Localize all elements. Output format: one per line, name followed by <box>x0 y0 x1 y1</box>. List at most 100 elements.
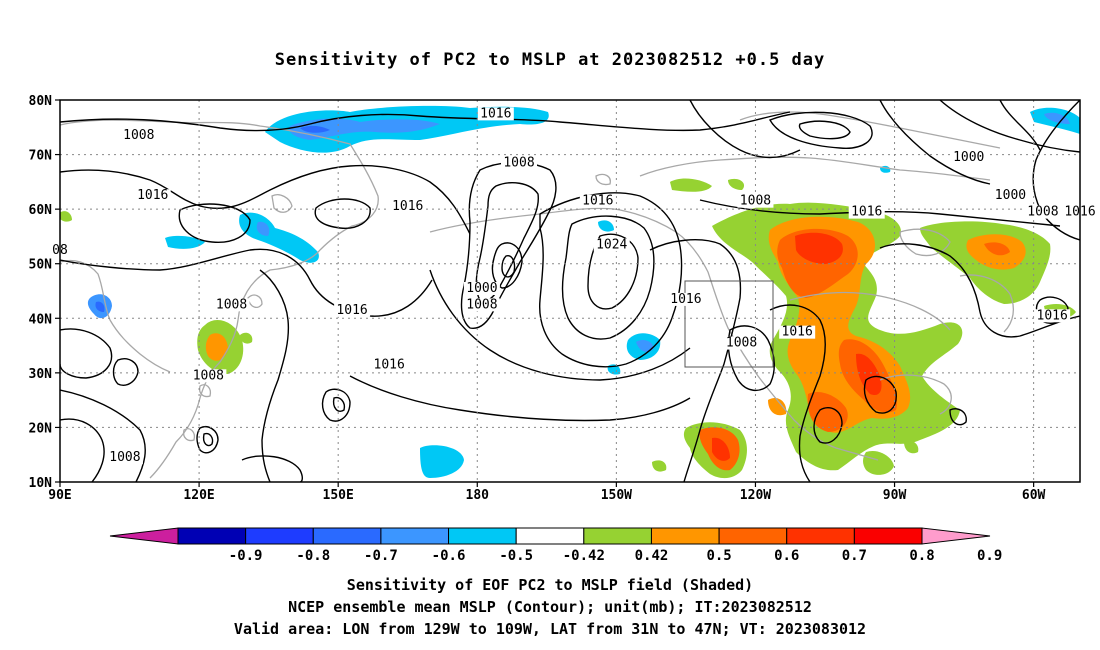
contour-label-bg <box>463 298 500 312</box>
contour-label: 1000 <box>466 281 497 296</box>
contour-label-bg <box>1034 309 1071 323</box>
lon-label: 60W <box>1022 488 1046 503</box>
contour-label: 1024 <box>596 237 627 252</box>
contour-label-bg <box>106 451 143 465</box>
contour-label-bg <box>848 205 885 219</box>
latitude-labels: 10N 20N 30N 40N 50N 60N 70N 80N <box>29 94 60 491</box>
contour-label: 1008 <box>466 297 497 312</box>
caption-line-3: Valid area: LON from 129W to 109W, LAT f… <box>233 620 867 638</box>
contour-label-bg <box>501 156 537 170</box>
contour-label: 1008 <box>123 128 154 143</box>
colorbar-tick-label: 0.5 <box>706 548 731 564</box>
contour-label-bg <box>737 194 774 208</box>
contour-label: 1016 <box>374 357 405 372</box>
colorbar-swatch <box>380 527 450 545</box>
map-frame <box>59 99 1081 483</box>
colorbar-tick-label: 0.7 <box>842 548 867 564</box>
lat-label: 30N <box>29 367 53 382</box>
longitude-labels: 90E 120E 150E 180 150W 120W 90W 60W <box>48 482 1046 503</box>
caption-line-2: NCEP ensemble mean MSLP (Contour); unit(… <box>288 598 812 616</box>
contour-label: 1016 <box>137 188 168 203</box>
contour-label: 1008 <box>216 297 247 312</box>
contour-label: 1016 <box>582 194 613 209</box>
lon-label: 120W <box>740 488 771 503</box>
contour-label: 1016 <box>670 292 701 307</box>
colorbar-swatch <box>583 527 652 545</box>
lat-label: 60N <box>29 203 53 218</box>
colorbar-swatch <box>718 527 788 545</box>
contour-label-bg <box>593 238 630 252</box>
contour-label: 1000 <box>953 150 984 165</box>
colorbar-swatch <box>177 527 247 545</box>
colorbar-tick-label: 0.9 <box>977 548 1002 564</box>
map-caption: Sensitivity of EOF PC2 to MSLP field (Sh… <box>0 574 1100 640</box>
graticule <box>60 100 1080 482</box>
lon-label: 150E <box>323 488 354 503</box>
lon-label: 180 <box>466 488 490 503</box>
lat-label: 70N <box>29 149 53 164</box>
colorbar-tick-label: -0.9 <box>229 548 263 564</box>
sensitivity-shading <box>60 105 1080 479</box>
lon-label: 120E <box>183 488 214 503</box>
contour-label: 1008 <box>503 155 534 170</box>
contour-label-bg <box>992 189 1029 203</box>
colorbar-tick-label: -0.8 <box>296 548 330 564</box>
caption-line-1: Sensitivity of EOF PC2 to MSLP field (Sh… <box>346 576 754 594</box>
contour-label: 1008 <box>1027 205 1058 220</box>
colorbar-min-triangle <box>109 527 179 545</box>
contour-label: 1008 <box>109 450 140 465</box>
colorbar-tick-label: -0.42 <box>563 548 605 564</box>
contour-label-bg <box>120 129 157 143</box>
colorbar-swatch <box>312 527 382 545</box>
colorbar-swatch <box>650 527 720 545</box>
map-title: Sensitivity of PC2 to MSLP at 2023082512… <box>274 50 826 70</box>
contour-label: 1008 <box>193 368 224 383</box>
contour-label-bg <box>134 189 171 203</box>
contour-label-bg <box>371 358 408 372</box>
colorbar-max-triangle <box>921 527 991 545</box>
contour-label-bg <box>389 200 426 214</box>
colorbar-labels: -0.9 -0.8 -0.7 -0.6 -0.5 -0.42 0.42 0.5 0.6 0.7 0.… <box>229 548 1003 564</box>
colorbar-tick-label: -0.6 <box>432 548 466 564</box>
valid-area-box <box>684 280 774 368</box>
contour-label-bg <box>667 292 704 306</box>
contour-label-bg <box>579 194 616 208</box>
contour-label: 1008 <box>740 194 771 209</box>
colorbar-tick-label: 0.6 <box>774 548 799 564</box>
lon-label: 150W <box>601 488 632 503</box>
contour-label-bg <box>477 107 514 121</box>
colorbar-tick-label: -0.5 <box>499 548 533 564</box>
colorbar <box>109 527 991 545</box>
colorbar-tick-label: -0.7 <box>364 548 398 564</box>
contour-label-bg <box>779 325 816 339</box>
contour-label-bg <box>463 282 500 295</box>
colorbar-tick-label: 0.42 <box>635 548 669 564</box>
lat-label: 50N <box>29 258 53 273</box>
colorbar-swatch <box>853 527 923 545</box>
colorbar-swatch <box>448 527 517 545</box>
contour-label-bg <box>213 298 250 312</box>
colorbar-swatch <box>515 527 585 545</box>
contour-label: 1016 <box>392 199 423 214</box>
lat-label: 80N <box>29 94 53 109</box>
contour-label: 1016 <box>1037 308 1068 323</box>
coastlines <box>60 111 1015 479</box>
contour-label: 1000 <box>995 188 1026 203</box>
lat-label: 20N <box>29 421 53 436</box>
contour-label-bg <box>334 303 371 317</box>
lon-label: 90W <box>883 488 907 503</box>
contour-label: 1016 <box>851 205 882 220</box>
contour-label-bg <box>723 336 760 350</box>
colorbar-tick-label: 0.8 <box>909 548 934 564</box>
contour-label: 1008 <box>726 336 757 351</box>
contour-label: 1016 <box>480 106 511 121</box>
contour-label-bg <box>1024 205 1061 219</box>
contour-label-bg <box>950 151 987 165</box>
colorbar-swatch <box>786 527 855 545</box>
lon-label: 90E <box>48 488 71 503</box>
colorbar-swatch <box>245 527 314 545</box>
mslp-contours <box>60 100 1080 482</box>
contour-label: 1016 <box>782 325 813 340</box>
